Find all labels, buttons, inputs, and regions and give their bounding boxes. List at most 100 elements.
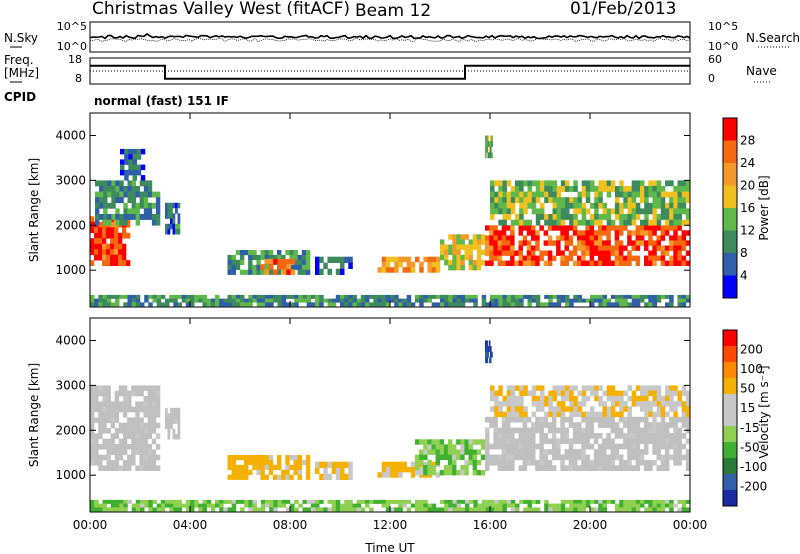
heatmap-cell (272, 254, 278, 261)
heatmap-cell (631, 401, 637, 407)
heatmap-cell (381, 302, 387, 307)
heatmap-cell (606, 438, 611, 445)
heatmap-cell (519, 395, 524, 402)
heatmap-cell (135, 214, 140, 220)
heatmap-cell (531, 230, 536, 236)
heatmap-cell (490, 186, 495, 192)
heatmap-cell (660, 186, 666, 192)
heatmap-cell (110, 412, 115, 418)
heatmap-cell (456, 249, 461, 255)
heatmap-cell (480, 439, 486, 445)
nsearch-tick-bottom: 10^0 (708, 40, 738, 53)
heatmap-cell (635, 499, 641, 504)
heatmap-cell (548, 180, 553, 187)
heatmap-cell (648, 385, 653, 391)
heatmap-cell (248, 264, 253, 270)
heatmap-cell (556, 406, 562, 412)
heatmap-cell (644, 438, 649, 445)
heatmap-cell (568, 449, 574, 455)
heatmap-cell (235, 264, 241, 270)
heatmap-cell (523, 385, 528, 391)
heatmap-cell (167, 202, 171, 209)
heatmap-cell (190, 499, 195, 504)
heatmap-cell (102, 438, 107, 445)
heatmap-cell (281, 503, 287, 508)
heatmap-cell (598, 255, 603, 261)
heatmap-cell (644, 202, 649, 209)
heatmap-cell (102, 417, 107, 423)
heatmap-cell (514, 427, 519, 434)
heatmap-cell (619, 411, 624, 418)
heatmap-cell (165, 413, 168, 419)
heatmap-cell (419, 466, 424, 473)
heatmap-cell (585, 260, 590, 266)
heatmap-cell (623, 298, 628, 303)
heatmap-cell (677, 191, 682, 198)
heatmap-cell (490, 180, 495, 187)
heatmap-cell (526, 260, 532, 266)
heatmap-cell (486, 346, 488, 352)
heatmap-cell (497, 433, 503, 439)
heatmap-cell (227, 302, 232, 307)
heatmap-cell (452, 234, 457, 240)
heatmap-cell (635, 443, 641, 450)
heatmap-cell (439, 439, 445, 445)
heatmap-cell (494, 191, 499, 198)
heatmap-cell (102, 396, 107, 402)
heatmap-cell (114, 396, 120, 402)
heatmap-cell (331, 507, 337, 512)
heatmap-cell (381, 503, 387, 508)
heatmap-cell (652, 401, 657, 407)
heatmap-cell (493, 427, 498, 434)
heatmap-cell (610, 427, 615, 434)
heatmap-cell (240, 294, 245, 299)
heatmap-cell (335, 467, 341, 474)
heatmap-cell (415, 503, 420, 508)
heatmap-cell (664, 465, 670, 471)
heatmap-cell (444, 302, 449, 307)
heatmap-cell (631, 255, 636, 261)
heatmap-cell (544, 214, 549, 220)
heatmap-cell (464, 470, 469, 476)
heatmap-cell (581, 416, 586, 423)
heatmap-cell (522, 443, 528, 450)
heatmap-cell (252, 298, 257, 303)
heatmap-cell (669, 255, 674, 261)
heatmap-cell (447, 459, 453, 466)
heatmap-cell (98, 433, 103, 439)
heatmap-cell (494, 202, 499, 209)
heatmap-cell (99, 180, 104, 187)
heatmap-cell (315, 262, 320, 269)
heatmap-cell (410, 461, 416, 468)
heatmap-cell (640, 401, 645, 407)
heatmap-cell (677, 214, 682, 220)
heatmap-cell (106, 428, 111, 434)
heatmap-cell (98, 460, 103, 466)
heatmap-cell (103, 214, 108, 220)
heatmap-cell (681, 186, 687, 192)
heatmap-cell (327, 268, 332, 275)
heatmap-cell (155, 191, 161, 198)
heatmap-cell (106, 260, 111, 266)
heatmap-cell (551, 454, 557, 461)
heatmap-cell (656, 395, 662, 402)
colorbar-segment (723, 410, 737, 427)
heatmap-cell (677, 459, 682, 466)
heatmap-cell (136, 148, 142, 155)
heatmap-cell (577, 390, 582, 397)
heatmap-cell (598, 503, 603, 508)
heatmap-cell (327, 473, 332, 480)
heatmap-cell (90, 449, 95, 455)
heatmap-cell (268, 269, 274, 275)
heatmap-cell (581, 499, 587, 504)
heatmap-cell (385, 507, 391, 512)
heatmap-cell (103, 191, 108, 198)
heatmap-cell (681, 433, 687, 439)
heatmap-cell (497, 260, 503, 266)
heatmap-cell (419, 267, 424, 273)
heatmap-cell (564, 245, 569, 251)
heatmap-cell (543, 240, 549, 246)
heatmap-cell (480, 259, 486, 266)
heatmap-cell (155, 465, 161, 471)
heatmap-cell (519, 406, 524, 412)
